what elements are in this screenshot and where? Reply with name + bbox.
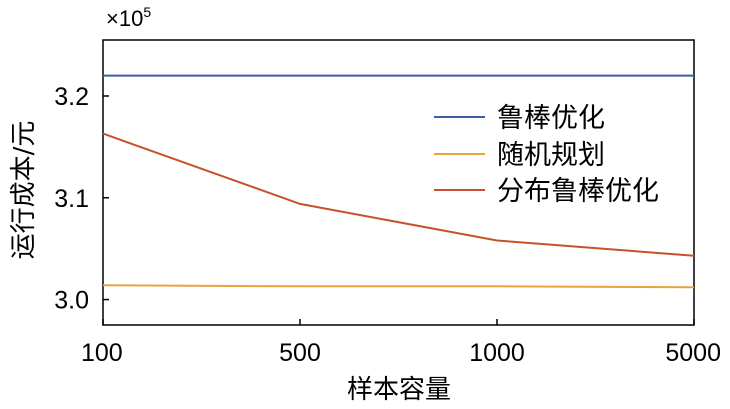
x-tick-label: 1000	[469, 339, 525, 367]
x-tick-label: 500	[279, 339, 321, 367]
legend-label: 鲁棒优化	[497, 103, 605, 134]
legend-label: 分布鲁棒优化	[497, 176, 659, 207]
x-tick-label: 100	[81, 339, 123, 367]
series-line-2	[102, 132, 695, 257]
y-multiplier: ×105	[106, 4, 151, 31]
y-tick-label: 3.1	[54, 185, 89, 213]
y-tick-label: 3.2	[54, 83, 89, 111]
x-axis-label: 样本容量	[347, 375, 451, 405]
y-tick-label: 3.0	[54, 287, 89, 315]
y-axis-label: 运行成本/元	[9, 121, 39, 260]
x-tick-label: 5000	[665, 339, 721, 367]
plot-area-frame	[102, 39, 695, 326]
series-line-1	[102, 284, 695, 289]
legend-label: 随机规划	[497, 140, 605, 171]
